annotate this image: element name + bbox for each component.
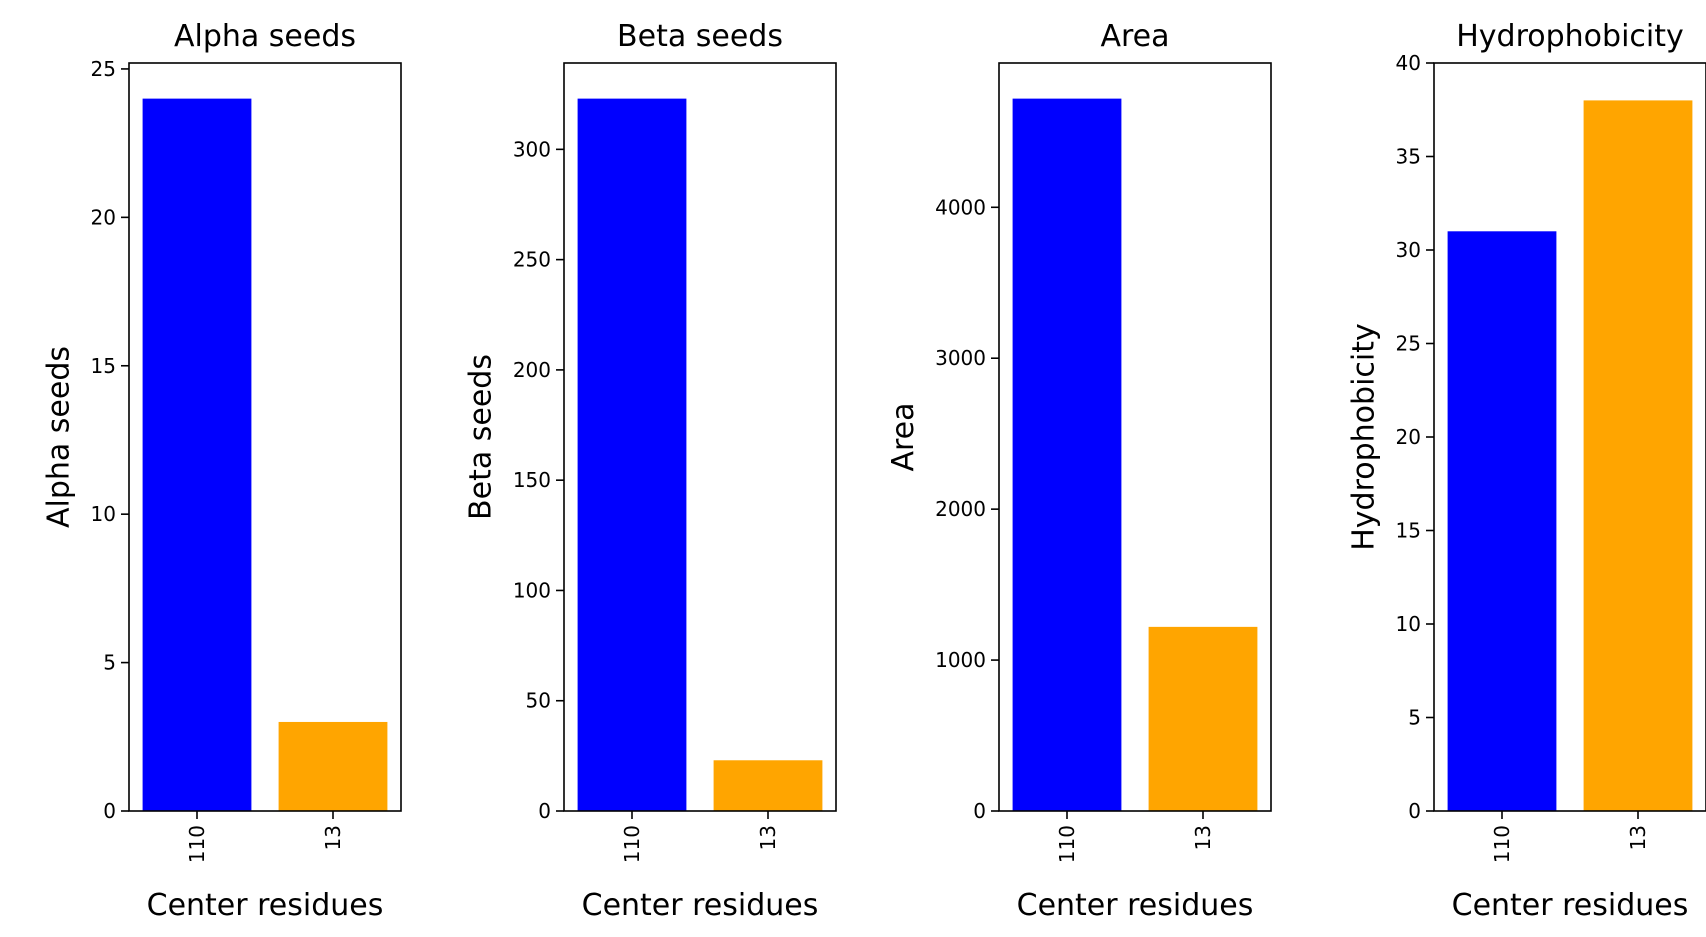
y-tick-label: 50 <box>526 689 551 713</box>
bar-13 <box>1148 626 1258 811</box>
y-tick-label: 150 <box>513 468 551 492</box>
bar-110 <box>1447 231 1557 812</box>
y-axis-label: Alpha seeds <box>41 346 76 528</box>
y-tick-label: 35 <box>1396 145 1421 169</box>
y-axis-label: Area <box>886 402 921 471</box>
x-axis-label: Center residues <box>582 888 819 923</box>
x-tick-label: 110 <box>185 825 209 863</box>
y-tick-label: 2000 <box>935 497 986 521</box>
x-tick-label: 13 <box>321 825 345 850</box>
y-tick-label: 250 <box>513 248 551 272</box>
y-tick-label: 4000 <box>935 195 986 219</box>
plot-frame <box>998 62 1272 812</box>
x-tick-label: 13 <box>1191 825 1215 850</box>
y-tick-label: 40 <box>1396 51 1421 75</box>
y-tick-label: 10 <box>91 502 116 526</box>
plot-frame <box>563 62 837 812</box>
y-axis-label: Beta seeds <box>464 354 499 520</box>
panel-title: Beta seeds <box>617 19 783 54</box>
y-tick-label: 3000 <box>935 346 986 370</box>
y-tick-label: 100 <box>513 578 551 602</box>
y-tick-label: 5 <box>1408 706 1421 730</box>
y-tick-label: 0 <box>538 799 551 823</box>
y-tick-label: 5 <box>103 651 116 675</box>
y-tick-label: 20 <box>91 205 116 229</box>
y-tick-label: 15 <box>91 354 116 378</box>
x-axis-label: Center residues <box>1017 888 1254 923</box>
y-tick-label: 30 <box>1396 238 1421 262</box>
x-tick-label: 110 <box>1490 825 1514 863</box>
chart-panel-3: 0 1000 2000 3000 4000 110 13 Area Center residue… <box>886 19 1272 923</box>
y-tick-label: 0 <box>103 799 116 823</box>
plot-frame <box>128 62 402 812</box>
panel-title: Area <box>1100 19 1169 54</box>
y-tick-label: 0 <box>973 799 986 823</box>
y-tick-label: 10 <box>1396 612 1421 636</box>
bar-110 <box>142 98 252 812</box>
x-tick-label: 13 <box>1626 825 1650 850</box>
panel-title: Hydrophobicity <box>1456 19 1684 54</box>
bar-13 <box>713 760 823 811</box>
y-tick-label: 0 <box>1408 799 1421 823</box>
y-tick-label: 20 <box>1396 425 1421 449</box>
bar-110 <box>577 98 687 812</box>
y-tick-label: 200 <box>513 358 551 382</box>
y-tick-label: 300 <box>513 137 551 161</box>
x-tick-label: 110 <box>620 825 644 863</box>
bar-13 <box>1583 100 1693 811</box>
panel-title: Alpha seeds <box>174 19 356 54</box>
bar-110 <box>1012 98 1122 812</box>
y-tick-label: 25 <box>91 57 116 81</box>
x-axis-label: Center residues <box>1452 888 1689 923</box>
chart-panel-4: 0 5 10 15 20 25 30 35 40 110 13 Hydrophobicity Cente… <box>1346 19 1706 923</box>
chart-panel-1: 0 5 10 15 20 25 110 13 Alpha seeds Center residue… <box>41 19 402 923</box>
y-tick-label: 1000 <box>935 648 986 672</box>
x-tick-label: 13 <box>756 825 780 850</box>
y-tick-label: 15 <box>1396 519 1421 543</box>
y-tick-label: 25 <box>1396 332 1421 356</box>
x-axis-label: Center residues <box>147 888 384 923</box>
x-tick-label: 110 <box>1055 825 1079 863</box>
y-axis-label: Hydrophobicity <box>1346 323 1381 551</box>
chart-panel-2: 0 50 100 150 200 250 300 110 13 Beta seeds Center … <box>464 19 837 923</box>
bar-13 <box>278 721 388 811</box>
